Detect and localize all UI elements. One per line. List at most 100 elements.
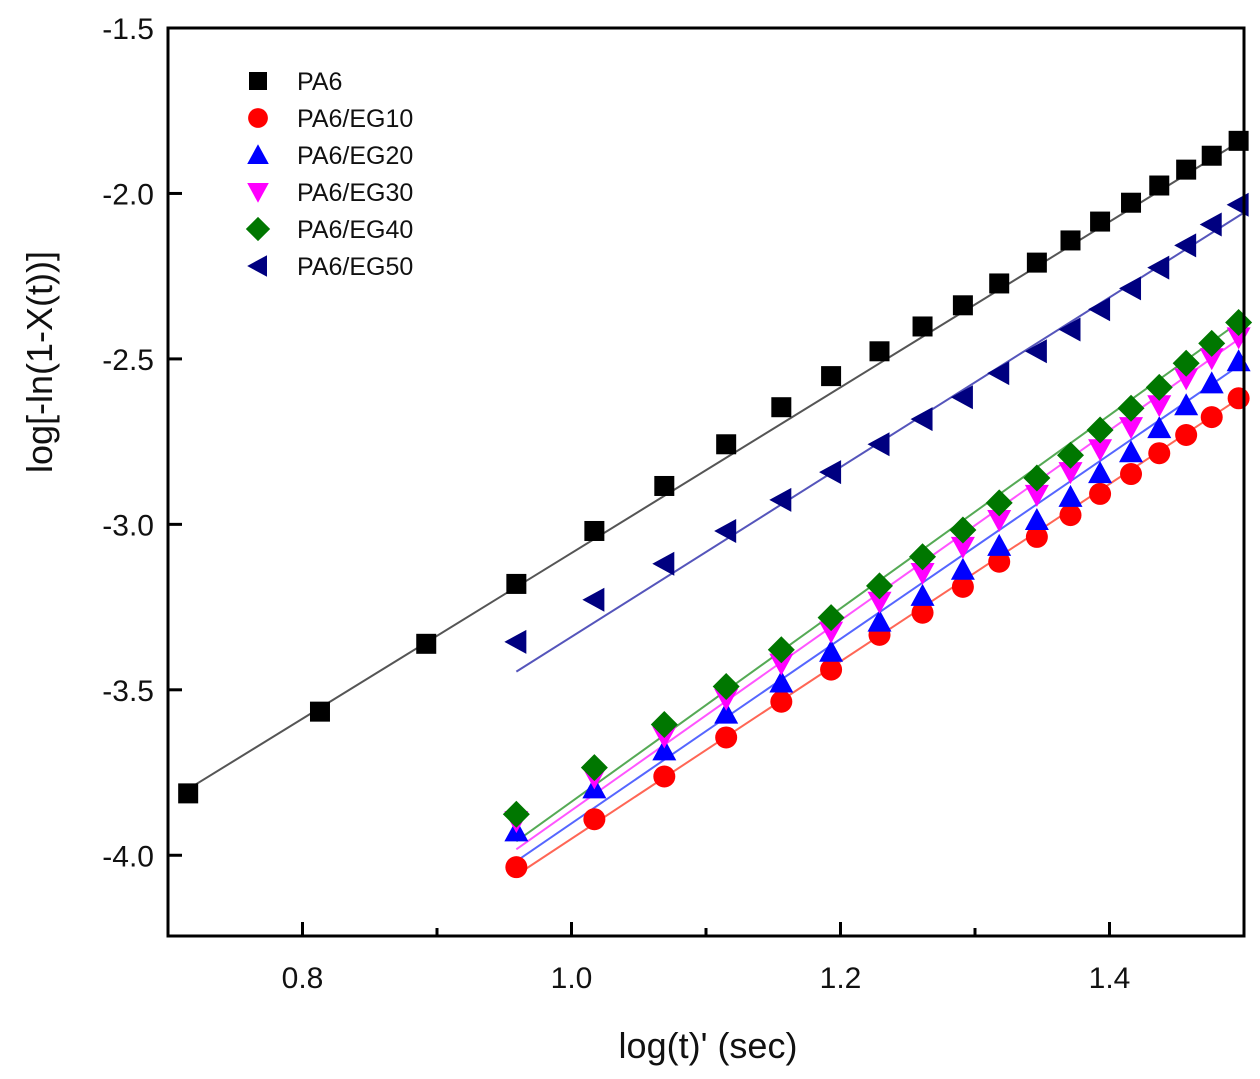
- data-point: [951, 575, 974, 598]
- data-point: [714, 701, 739, 724]
- legend-label: PA6/EG40: [297, 216, 413, 244]
- legend-item: PA6: [249, 68, 342, 96]
- data-point: [1226, 349, 1251, 372]
- data-point: [1086, 416, 1114, 444]
- y-tick-label: -2.0: [102, 178, 154, 211]
- data-point: [1121, 192, 1142, 213]
- data-point: [1025, 525, 1048, 548]
- data-point: [950, 536, 975, 559]
- data-point: [1023, 464, 1051, 492]
- data-point: [819, 460, 842, 485]
- data-point: [1148, 442, 1171, 465]
- fit-lines: [187, 138, 1245, 876]
- data-point: [1174, 368, 1199, 391]
- x-axis-ticks: 0.8 1.0 1.2 1.4: [282, 922, 1130, 995]
- data-point: [867, 591, 892, 614]
- data-point: [1147, 416, 1172, 439]
- data-point: [580, 754, 608, 782]
- data-point: [767, 636, 795, 664]
- data-point: [987, 510, 1012, 533]
- circle-marker-icon: [248, 108, 268, 128]
- data-point: [866, 572, 894, 600]
- data-point: [716, 434, 737, 455]
- data-point: [506, 573, 527, 594]
- x-tick-label: 0.8: [282, 962, 324, 995]
- data-point: [1174, 233, 1197, 258]
- data-point: [911, 601, 934, 624]
- data-point: [1199, 348, 1224, 371]
- legend: PA6 PA6/EG10 PA6/EG20 PA6/EG30 PA6/EG40 PA6/E…: [245, 68, 413, 281]
- data-point: [502, 800, 530, 828]
- data-point: [1201, 145, 1222, 166]
- legend-item: PA6/EG30: [247, 179, 413, 207]
- series-pa6-eg50: [504, 192, 1249, 654]
- data-point: [504, 629, 527, 654]
- square-marker-icon: [249, 72, 267, 90]
- data-point: [715, 726, 738, 749]
- legend-item: PA6/EG50: [247, 253, 413, 281]
- data-point: [1058, 317, 1081, 342]
- data-point: [1172, 349, 1200, 377]
- legend-label: PA6: [297, 68, 342, 96]
- data-point: [1174, 393, 1199, 416]
- data-point: [1119, 440, 1144, 463]
- data-point: [1120, 463, 1143, 486]
- data-point: [1199, 212, 1222, 237]
- data-point: [582, 587, 605, 612]
- data-point: [1024, 508, 1049, 531]
- data-point: [1026, 252, 1047, 273]
- data-point: [1089, 482, 1112, 505]
- data-point: [1145, 373, 1173, 401]
- data-point: [952, 295, 973, 316]
- data-point: [1119, 276, 1142, 301]
- data-point: [650, 711, 678, 739]
- y-tick-label: -2.5: [102, 344, 154, 377]
- data-point: [1088, 461, 1113, 484]
- series-pa6-eg10: [505, 387, 1250, 879]
- data-point: [769, 487, 792, 512]
- data-point: [867, 432, 890, 457]
- data-point: [1119, 417, 1144, 440]
- legend-label: PA6/EG50: [297, 253, 413, 281]
- data-point: [1058, 462, 1083, 485]
- data-point: [985, 489, 1013, 517]
- data-point: [949, 516, 977, 544]
- data-point: [1060, 230, 1081, 251]
- data-point: [1088, 439, 1113, 462]
- series-pa6-eg20: [504, 349, 1251, 842]
- x-tick-label: 1.0: [551, 962, 593, 995]
- diamond-marker-icon: [245, 216, 271, 242]
- data-point: [1090, 211, 1111, 232]
- data-point: [178, 783, 199, 804]
- y-tick-label: -3.0: [102, 509, 154, 542]
- x-axis-title: log(t)' (sec): [619, 1025, 798, 1066]
- data-point: [987, 361, 1010, 386]
- data-point: [1149, 175, 1170, 196]
- data-point: [652, 551, 675, 576]
- y-tick-label: -4.0: [102, 840, 154, 873]
- data-point: [1200, 406, 1223, 429]
- y-axis-ticks: -1.5 -2.0 -2.5 -3.0 -3.5 -4.0: [102, 13, 182, 873]
- data-point: [817, 604, 845, 632]
- data-point: [1059, 504, 1082, 527]
- data-points: [178, 130, 1253, 879]
- data-point: [1228, 130, 1249, 151]
- data-point: [583, 808, 606, 831]
- data-point: [950, 557, 975, 580]
- legend-item: PA6/EG40: [245, 216, 413, 244]
- data-point: [1147, 395, 1172, 418]
- data-point: [910, 562, 935, 585]
- triangle-down-marker-icon: [247, 183, 269, 203]
- triangle-up-marker-icon: [247, 144, 269, 164]
- legend-label: PA6/EG30: [297, 179, 413, 207]
- data-point: [1117, 394, 1145, 422]
- data-point: [1147, 255, 1170, 280]
- data-point: [1024, 339, 1047, 364]
- data-point: [869, 341, 890, 362]
- data-point: [819, 621, 844, 644]
- data-point: [867, 609, 892, 632]
- y-axis-title: log[-ln(1-X(t))]: [19, 251, 60, 473]
- data-point: [1088, 297, 1111, 322]
- data-point: [714, 518, 737, 543]
